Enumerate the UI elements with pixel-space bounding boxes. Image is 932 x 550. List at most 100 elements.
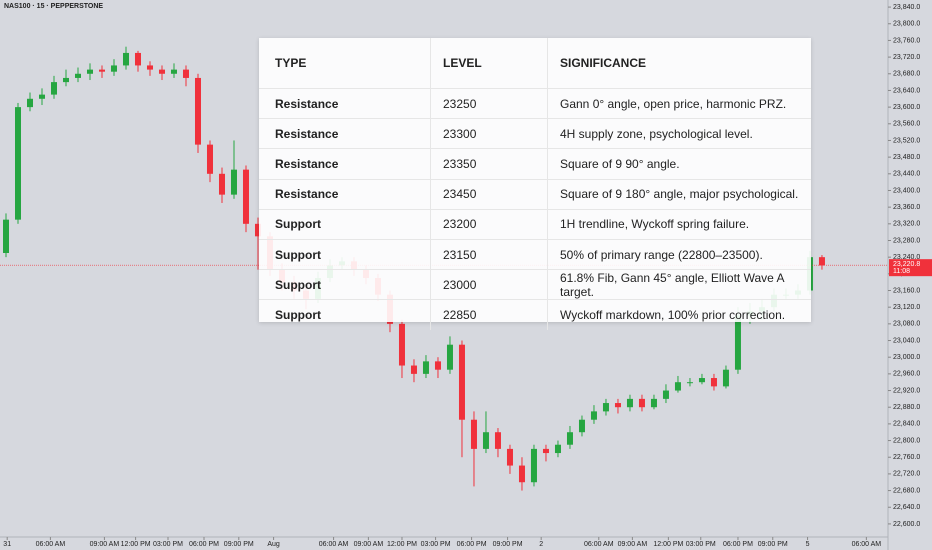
candle-body xyxy=(2,219,9,253)
x-tick-label: 06:00 AM xyxy=(319,541,349,548)
candle-body xyxy=(470,419,477,449)
y-tick-label: 23,280.0 xyxy=(893,237,920,244)
y-tick-label: 23,520.0 xyxy=(893,137,920,144)
candle-body xyxy=(194,77,201,145)
y-tick-label: 23,240.0 xyxy=(893,254,920,261)
y-tick-label: 23,120.0 xyxy=(893,304,920,311)
y-tick-label: 23,360.0 xyxy=(893,204,920,211)
table-row: Resistance 23350 Square of 9 90° angle. xyxy=(259,148,811,179)
candle-body xyxy=(158,69,165,74)
y-tick-label: 22,880.0 xyxy=(893,404,920,411)
candle-body xyxy=(698,378,705,383)
x-tick-label: 5 xyxy=(806,541,810,548)
candle-body xyxy=(206,144,213,174)
candle-body xyxy=(554,444,561,454)
table-cell: Support xyxy=(275,307,321,322)
candle-body xyxy=(254,223,261,237)
y-tick-label: 23,680.0 xyxy=(893,71,920,78)
x-tick-label: 03:00 PM xyxy=(153,541,183,548)
column-header: LEVEL xyxy=(430,38,547,88)
candle-body xyxy=(134,52,141,66)
table-cell: 23300 xyxy=(430,119,547,149)
y-tick-label: 22,960.0 xyxy=(893,371,920,378)
candle-body xyxy=(110,65,117,72)
candle-body xyxy=(530,448,537,483)
candle-body xyxy=(422,361,429,374)
candle-body xyxy=(122,52,129,66)
table-cell: 50% of primary range (22800–23500). xyxy=(547,239,811,270)
table-header-row: TYPE LEVEL SIGNIFICANCE xyxy=(259,38,811,88)
y-tick-label: 23,840.0 xyxy=(893,4,920,11)
last-price-label: 23,220.8 xyxy=(893,261,920,268)
y-tick-label: 23,760.0 xyxy=(893,37,920,44)
y-tick-label: 23,800.0 xyxy=(893,21,920,28)
candle-body xyxy=(410,365,417,374)
candle-body xyxy=(578,419,585,433)
candle-body xyxy=(218,173,225,195)
table-cell: Resistance xyxy=(275,96,339,111)
table-cell: 23000 xyxy=(430,270,547,300)
y-tick-label: 22,680.0 xyxy=(893,487,920,494)
table-cell: 23150 xyxy=(430,239,547,270)
table-cell: Resistance xyxy=(275,156,339,171)
column-header: SIGNIFICANCE xyxy=(547,38,811,88)
y-tick-label: 23,720.0 xyxy=(893,54,920,61)
candle-body xyxy=(542,448,549,454)
candle-body xyxy=(50,82,57,95)
table-cell: 4H supply zone, psychological level. xyxy=(547,119,811,149)
y-tick-label: 23,080.0 xyxy=(893,321,920,328)
x-tick-label: 09:00 PM xyxy=(758,541,788,548)
x-tick-label: 12:00 PM xyxy=(121,541,151,548)
y-tick-label: 23,440.0 xyxy=(893,171,920,178)
y-tick-label: 22,920.0 xyxy=(893,387,920,394)
candle-body xyxy=(230,169,237,195)
x-tick-label: 09:00 PM xyxy=(224,541,254,548)
y-tick-label: 22,840.0 xyxy=(893,421,920,428)
candle-body xyxy=(170,69,177,74)
candle-body xyxy=(818,257,825,266)
candle-body xyxy=(98,69,105,72)
y-tick-label: 23,600.0 xyxy=(893,104,920,111)
table-cell: 23450 xyxy=(430,179,547,209)
table-row: Support 23200 1H trendline, Wyckoff spring… xyxy=(259,208,811,239)
table-cell: 1H trendline, Wyckoff spring failure. xyxy=(547,209,811,239)
table-cell: 23250 xyxy=(430,89,547,119)
y-tick-label: 23,400.0 xyxy=(893,187,920,194)
candle-body xyxy=(38,94,45,99)
x-tick-label: 06:00 PM xyxy=(457,541,487,548)
candle-body xyxy=(710,378,717,387)
candle-body xyxy=(86,69,93,74)
candle-body xyxy=(602,403,609,412)
x-tick-label: 09:00 AM xyxy=(618,541,648,548)
levels-table: TYPE LEVEL SIGNIFICANCE Resistance 23250 Gann… xyxy=(259,38,811,330)
y-tick-label: 23,560.0 xyxy=(893,121,920,128)
candle-body xyxy=(242,169,249,224)
table-row: Support 23000 61.8% Fib, Gann 45° angle, E… xyxy=(259,269,811,300)
y-tick-label: 23,000.0 xyxy=(893,354,920,361)
candle-body xyxy=(458,344,465,420)
symbol-title: NAS100 · 15 · PEPPERSTONE xyxy=(4,3,104,10)
candle-body xyxy=(722,369,729,387)
x-tick-label: 06:00 AM xyxy=(852,541,882,548)
table-cell: Gann 0° angle, open price, harmonic PRZ. xyxy=(547,89,811,119)
table-cell: Support xyxy=(275,217,321,232)
y-tick-label: 22,760.0 xyxy=(893,454,920,461)
candle-body xyxy=(614,403,621,408)
candle-body xyxy=(398,323,405,366)
candle-body xyxy=(638,398,645,408)
table-row: Support 22850 Wyckoff markdown, 100% prior… xyxy=(259,299,811,330)
candle-body xyxy=(182,69,189,78)
x-tick-label: 06:00 PM xyxy=(723,541,753,548)
candle-body xyxy=(674,382,681,391)
table-row: Resistance 23300 4H supply zone, psycholog… xyxy=(259,118,811,149)
table-cell: Support xyxy=(275,247,321,262)
candle-body xyxy=(506,448,513,466)
y-tick-label: 22,640.0 xyxy=(893,504,920,511)
table-cell: 22850 xyxy=(430,300,547,330)
y-tick-label: 23,640.0 xyxy=(893,87,920,94)
x-tick-label: 03:00 PM xyxy=(686,541,716,548)
candle-body xyxy=(686,382,693,384)
x-tick-label: 09:00 AM xyxy=(90,541,120,548)
table-row: Resistance 23450 Square of 9 180° angle, m… xyxy=(259,178,811,209)
